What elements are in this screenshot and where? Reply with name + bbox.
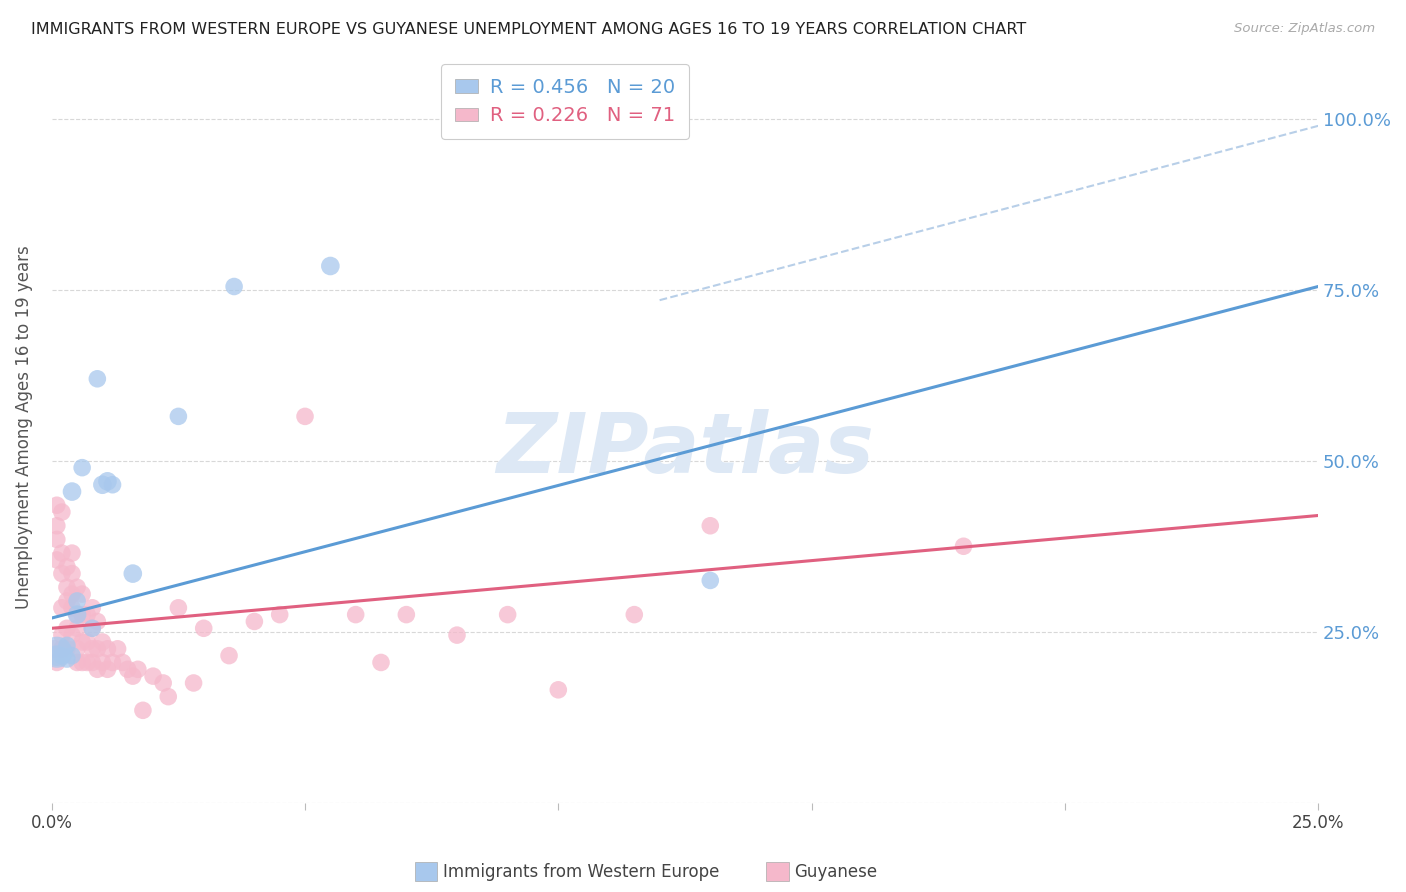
Point — [395, 607, 418, 622]
Point — [132, 703, 155, 717]
Point — [66, 607, 89, 622]
Point — [66, 641, 89, 656]
Point — [66, 656, 89, 670]
Point — [45, 645, 67, 659]
Point — [82, 641, 104, 656]
Text: IMMIGRANTS FROM WESTERN EUROPE VS GUYANESE UNEMPLOYMENT AMONG AGES 16 TO 19 YEAR: IMMIGRANTS FROM WESTERN EUROPE VS GUYANE… — [31, 22, 1026, 37]
Point — [224, 279, 246, 293]
Point — [60, 600, 83, 615]
Point — [82, 621, 104, 635]
Point — [370, 656, 392, 670]
Point — [76, 656, 98, 670]
Point — [193, 621, 215, 635]
Point — [56, 621, 79, 635]
Point — [60, 566, 83, 581]
Text: Immigrants from Western Europe: Immigrants from Western Europe — [443, 863, 720, 881]
Point — [96, 475, 118, 489]
Point — [142, 669, 165, 683]
Point — [152, 676, 174, 690]
Point — [344, 607, 367, 622]
Point — [70, 607, 93, 622]
Point — [86, 615, 108, 629]
Point — [76, 607, 98, 622]
Point — [60, 484, 83, 499]
Point — [101, 656, 124, 670]
Point — [82, 600, 104, 615]
Point — [60, 546, 83, 560]
Point — [51, 641, 73, 656]
Point — [51, 566, 73, 581]
Point — [294, 409, 316, 424]
Point — [952, 539, 974, 553]
Point — [111, 656, 134, 670]
Point — [82, 621, 104, 635]
Point — [66, 580, 89, 594]
Point — [96, 662, 118, 676]
Point — [699, 518, 721, 533]
Point — [91, 477, 114, 491]
Point — [70, 460, 93, 475]
Point — [91, 635, 114, 649]
Point — [107, 641, 129, 656]
Point — [45, 498, 67, 512]
Point — [121, 669, 143, 683]
Point — [56, 639, 79, 653]
Point — [56, 652, 79, 666]
Point — [56, 594, 79, 608]
Point — [623, 607, 645, 622]
Point — [127, 662, 149, 676]
Point — [51, 600, 73, 615]
Point — [117, 662, 139, 676]
Point — [45, 656, 67, 670]
Point — [167, 409, 190, 424]
Point — [243, 615, 266, 629]
Point — [167, 600, 190, 615]
Point — [82, 656, 104, 670]
Point — [51, 546, 73, 560]
Text: ZIPatlas: ZIPatlas — [496, 409, 875, 490]
Point — [319, 259, 342, 273]
Point — [45, 518, 67, 533]
Point — [45, 553, 67, 567]
Point — [60, 648, 83, 663]
Text: Source: ZipAtlas.com: Source: ZipAtlas.com — [1234, 22, 1375, 36]
Point — [183, 676, 205, 690]
Point — [76, 635, 98, 649]
Point — [60, 628, 83, 642]
Y-axis label: Unemployment Among Ages 16 to 19 years: Unemployment Among Ages 16 to 19 years — [15, 244, 32, 608]
Point — [51, 648, 73, 663]
Point — [66, 594, 89, 608]
Point — [91, 656, 114, 670]
Point — [269, 607, 291, 622]
Point — [66, 621, 89, 635]
Point — [45, 648, 67, 663]
Point — [547, 682, 569, 697]
Point — [121, 566, 143, 581]
Point — [86, 662, 108, 676]
Point — [70, 587, 93, 601]
Point — [446, 628, 468, 642]
Point — [699, 574, 721, 588]
Point — [218, 648, 240, 663]
Text: Guyanese: Guyanese — [794, 863, 877, 881]
Point — [96, 641, 118, 656]
Point — [56, 641, 79, 656]
Point — [56, 580, 79, 594]
Point — [60, 587, 83, 601]
Point — [44, 641, 66, 656]
Point — [101, 477, 124, 491]
Point — [56, 559, 79, 574]
Point — [157, 690, 180, 704]
Point — [66, 607, 89, 622]
Point — [70, 635, 93, 649]
Point — [51, 505, 73, 519]
Point — [51, 628, 73, 642]
Point — [496, 607, 519, 622]
Point — [86, 641, 108, 656]
Legend: R = 0.456   N = 20, R = 0.226   N = 71: R = 0.456 N = 20, R = 0.226 N = 71 — [441, 64, 689, 139]
Point — [45, 533, 67, 547]
Point — [86, 372, 108, 386]
Point — [70, 656, 93, 670]
